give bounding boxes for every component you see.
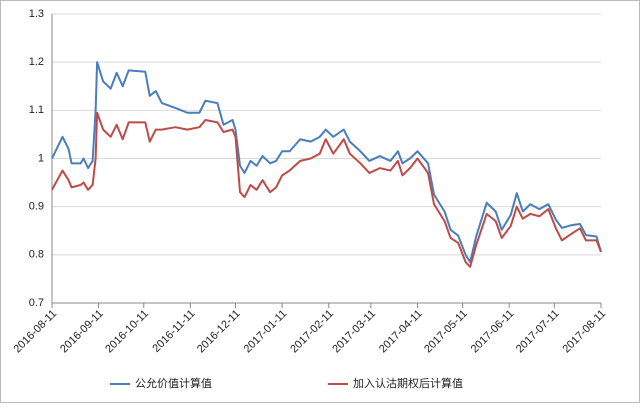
y-tick-label: 1 bbox=[38, 152, 44, 164]
y-tick-label: 1.3 bbox=[29, 8, 44, 20]
legend-label: 公允价值计算值 bbox=[135, 376, 212, 390]
y-tick-label: 1.1 bbox=[29, 104, 44, 116]
y-tick-label: 0.7 bbox=[29, 297, 44, 309]
series-line bbox=[51, 111, 602, 268]
y-tick-label: 0.8 bbox=[29, 249, 44, 261]
y-tick-label: 0.9 bbox=[29, 201, 44, 213]
series-line bbox=[51, 61, 602, 264]
y-tick-label: 1.2 bbox=[29, 56, 44, 68]
legend-label: 加入认沽期权后计算值 bbox=[353, 376, 463, 390]
